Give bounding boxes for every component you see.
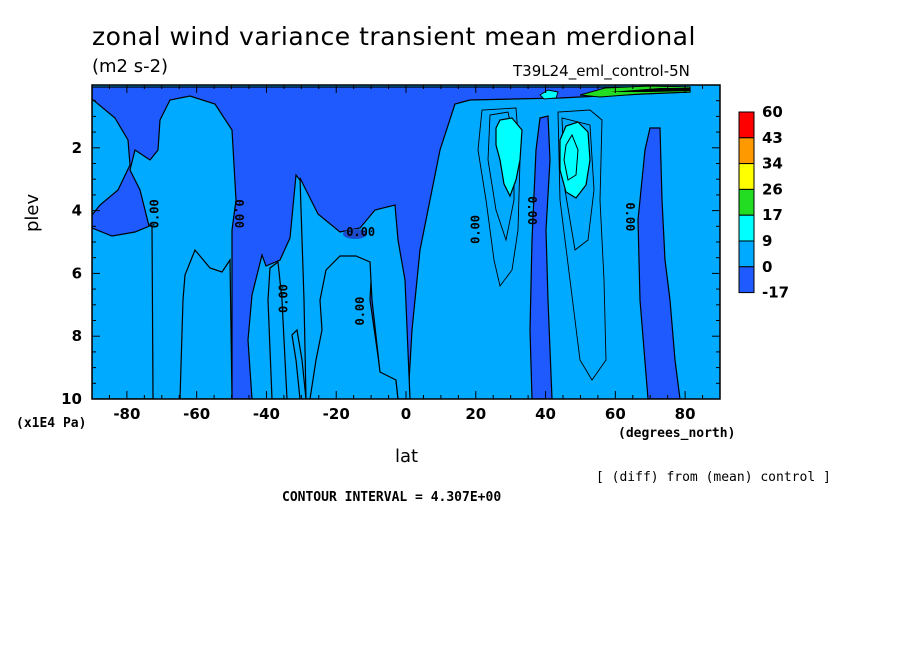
run-label: T39L24_eml_control-5N [513,62,690,80]
x-tick-label: 80 [675,405,696,423]
diff-note: [ (diff) from (mean) control ] [596,470,831,485]
colorbar-swatch [738,111,755,139]
colorbar-swatch [738,188,755,216]
colorbar-label: 26 [762,180,783,198]
colorbar-label: 60 [762,103,783,121]
x-tick-label: -80 [113,405,140,423]
top-small-contour [539,89,559,100]
contour-line [557,109,607,381]
negative-blob [343,229,367,239]
contour-label: 0.00 [525,196,539,225]
colorbar-swatch [738,214,755,242]
chart-units: (m2 s-2) [92,56,169,77]
y-axis-units: (x1E4 Pa) [16,416,87,431]
x-tick-label: 60 [605,405,626,423]
contour-label: 0.00 [147,199,161,228]
colorbar-swatch [738,137,755,165]
x-tick-label: 20 [465,405,486,423]
x-axis-units: (degrees_north) [618,426,736,441]
positive-patch-4 [267,260,288,399]
positive-patch-3 [179,248,233,399]
y-axis-label: plev [22,193,43,232]
colorbar: 60 43 34 26 17 9 0 -17 [738,103,789,302]
jet-core-45n [563,133,579,181]
x-axis-label: lat [395,446,419,467]
negative-region-35n [529,115,553,399]
y-tick-label: 6 [72,264,82,282]
colorbar-swatch [738,266,755,294]
contour-labels: 0.00 0.00 0.00 0.00 0.00 0.00 0.00 0.00 [147,196,636,325]
colorbar-label: 34 [762,155,783,173]
y-tick-label: 4 [72,202,82,220]
chart-title: zonal wind variance transient mean merdi… [92,22,696,51]
colorbar-label: 9 [762,232,772,250]
x-tick-label: -60 [183,405,210,423]
colorbar-label: 0 [762,258,772,276]
positive-patch-6 [299,177,411,399]
x-tick-label: -20 [323,405,350,423]
x-tick-label: -40 [253,405,280,423]
positive-patch-5 [291,328,307,399]
contour-line [487,111,515,242]
contour-label: 0.00 [232,199,246,228]
contour-label: 0.00 [276,284,290,313]
colorbar-label: 17 [762,206,783,224]
y-tick-label: 10 [61,390,82,408]
contour-label: 0.00 [468,215,482,244]
y-axis: 2 4 6 8 10 [61,100,720,408]
negative-region-65n [637,127,681,399]
colorbar-swatch [738,163,755,190]
contour-label: 0.00 [353,297,367,326]
x-tick-label: 0 [401,405,411,423]
positive-patch-2 [92,224,154,399]
positive-patch-1 [92,98,131,216]
top-maximum-core [610,88,690,92]
y-tick-label: 8 [72,327,82,345]
jet-maximum-30n [495,117,523,198]
colorbar-label: -17 [762,284,789,302]
contour-label: 0.00 [346,225,375,239]
contour-interval: CONTOUR INTERVAL = 4.307E+00 [282,490,502,505]
x-axis: -80 -60 -40 -20 0 20 40 60 80 [91,85,721,423]
y-tick-label: 2 [72,139,82,157]
contour-label: 0.00 [623,202,637,231]
colorbar-label: 43 [762,129,783,147]
colorbar-swatch [738,240,755,268]
x-tick-label: 40 [535,405,556,423]
